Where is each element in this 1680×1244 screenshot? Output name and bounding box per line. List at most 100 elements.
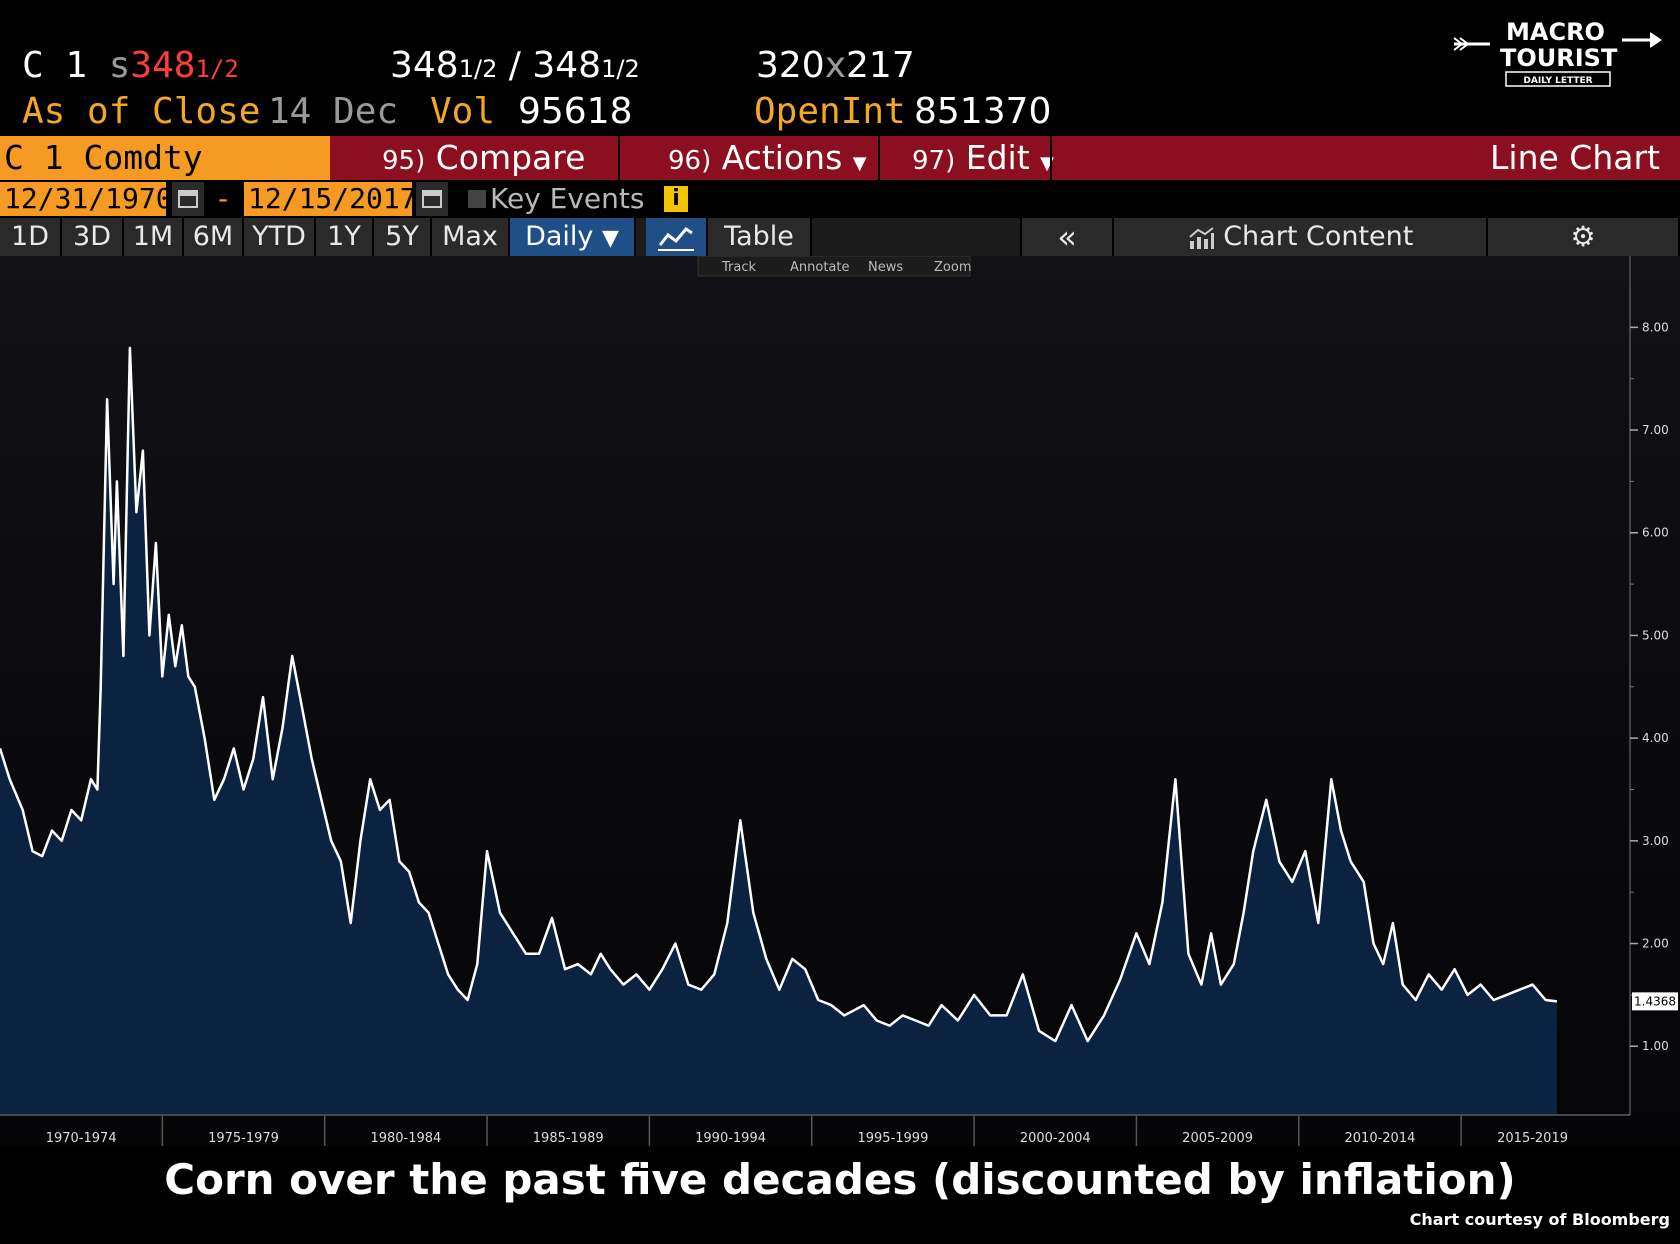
tab-1y[interactable]: 1Y — [316, 218, 374, 256]
actions-label: Actions — [721, 138, 843, 177]
open-interest-value: 851370 — [914, 91, 1052, 132]
line-chart-icon — [658, 226, 694, 251]
as-of-label: As of Close — [22, 91, 261, 132]
tab-spacer — [812, 218, 1022, 256]
start-calendar-icon[interactable] — [172, 182, 204, 216]
y-tick-label: 4.00 — [1642, 731, 1669, 745]
x-axis: 1970-1974 1975-1979 1980-1984 1985-1989 1990… — [0, 1114, 1630, 1148]
price-line — [0, 346, 1558, 1043]
last-price-fraction: 1/2 — [195, 55, 239, 83]
quote-header: C 1 s3481/2 3481/2 / 3481/2 320x217 As o… — [0, 0, 1680, 136]
edit-shortcut: 97) — [912, 146, 956, 176]
chart-credit: Chart courtesy of Bloomberg — [1409, 1210, 1670, 1229]
mini-tool-annotate: Annotate — [790, 260, 849, 275]
y-axis: 1.00 2.00 3.00 4.00 5.00 6.00 7.00 8.00 1.4368 — [1629, 256, 1678, 1115]
tab-6m[interactable]: 6M — [184, 218, 244, 256]
actions-button[interactable]: 96) Actions ▼ — [668, 136, 867, 180]
tab-3d[interactable]: 3D — [62, 218, 124, 256]
chart-content-icon — [1188, 226, 1214, 249]
ticker: C 1 — [22, 45, 88, 86]
chart-mini-toolbar: Track Annotate News Zoom — [697, 255, 971, 277]
mini-tool-track: Track — [721, 260, 756, 275]
macro-tourist-logo: MACRO TOURIST DAILY LETTER — [1450, 10, 1670, 90]
logo-line-3: DAILY LETTER — [1523, 76, 1592, 86]
size-separator: x — [824, 45, 847, 86]
date-range-dash: - — [218, 182, 229, 215]
as-of-date: 14 Dec — [268, 91, 399, 132]
x-tick-label: 1990-1994 — [695, 1131, 766, 1146]
edit-label: Edit — [965, 138, 1030, 177]
bid-ask-size: 320x217 — [756, 46, 915, 86]
volume-value: 95618 — [518, 91, 633, 132]
y-tick-label: 1.00 — [1642, 1039, 1669, 1053]
start-date-input[interactable]: 12/31/1970 — [0, 182, 173, 216]
gear-icon: ⚙ — [1570, 220, 1596, 253]
y-tick-label: 3.00 — [1642, 834, 1669, 848]
security-field[interactable]: C 1 Comdty — [0, 136, 330, 180]
period-tabs: 1D 3D 1M 6M YTD 1Y 5Y Max Daily ▼ Table … — [0, 218, 1680, 256]
logo-line-2: TOURIST — [1500, 44, 1618, 72]
x-tick-label: 1985-1989 — [533, 1131, 604, 1146]
y-tick-label: 7.00 — [1642, 423, 1669, 437]
logo-line-1: MACRO — [1506, 18, 1605, 46]
tab-max[interactable]: Max — [432, 218, 510, 256]
area-layer — [0, 346, 1558, 1114]
tab-1m[interactable]: 1M — [124, 218, 184, 256]
toolbar: C 1 Comdty 95) Compare 96) Actions ▼ 97)… — [0, 136, 1680, 180]
bid-ask: 3481/2 / 3481/2 — [390, 45, 640, 86]
tab-ytd[interactable]: YTD — [244, 218, 316, 256]
actions-shortcut: 96) — [668, 146, 712, 176]
last-price: 348 — [130, 45, 196, 86]
tab-5y[interactable]: 5Y — [374, 218, 432, 256]
frequency-chevron-icon: ▼ — [602, 226, 619, 251]
last-value-box — [1632, 992, 1678, 1011]
compare-button[interactable]: 95) Compare — [382, 136, 585, 180]
bid-size: 320 — [756, 45, 825, 86]
settings-button[interactable]: ⚙ — [1488, 218, 1680, 256]
key-events-checkbox[interactable] — [468, 190, 486, 208]
actions-dropdown-icon: ▼ — [852, 153, 867, 174]
x-tick-label: 2010-2014 — [1345, 1131, 1416, 1146]
mini-tool-zoom: Zoom — [934, 260, 971, 275]
volume-label: Vol — [430, 91, 496, 132]
last-value-label: 1.4368 — [1634, 994, 1676, 1008]
y-tick-label: 5.00 — [1642, 628, 1669, 642]
price-chart: Track Annotate News Zoom 1.00 2.00 3.00 4.00 5.… — [0, 255, 1680, 1148]
info-icon[interactable]: i — [664, 186, 688, 212]
edit-button[interactable]: 97) Edit ▼ — [912, 136, 1054, 180]
end-calendar-icon[interactable] — [416, 182, 448, 216]
ask-fraction: 1/2 — [601, 55, 640, 83]
ticker-line: C 1 s3481/2 — [22, 46, 239, 89]
x-tick-label: 1995-1999 — [857, 1131, 928, 1146]
x-tick-label: 1975-1979 — [208, 1131, 279, 1146]
x-tick-label: 1970-1974 — [46, 1131, 117, 1146]
collapse-icon[interactable]: « — [1022, 218, 1114, 256]
chart-svg: Track Annotate News Zoom 1.00 2.00 3.00 4.00 5.… — [0, 255, 1680, 1148]
price-area — [0, 347, 1557, 1114]
bid-price: 348 — [390, 45, 459, 86]
bid-fraction: 1/2 — [458, 55, 498, 83]
y-tick-label: 2.00 — [1642, 937, 1669, 951]
mini-toolbar-bg — [697, 255, 971, 277]
mini-tool-news: News — [868, 260, 903, 275]
table-view-button[interactable]: Table — [708, 218, 812, 256]
tab-1d[interactable]: 1D — [0, 218, 62, 256]
frequency-dropdown[interactable]: Daily ▼ — [510, 218, 636, 256]
x-tick-label: 2015-2019 — [1497, 1131, 1568, 1146]
x-tick-label: 2000-2004 — [1020, 1131, 1091, 1146]
x-tick-label: 1980-1984 — [370, 1131, 441, 1146]
compare-shortcut: 95) — [382, 146, 426, 176]
y-tick-label: 8.00 — [1642, 320, 1669, 334]
ask-size: 217 — [846, 45, 915, 86]
chart-caption: Corn over the past five decades (discoun… — [164, 1155, 1516, 1204]
line-chart-view-button[interactable] — [646, 218, 708, 256]
x-tick-label: 2005-2009 — [1182, 1131, 1253, 1146]
date-range-row: 12/31/1970 - 12/15/2017 Key Events i — [0, 182, 1680, 216]
chart-content-button[interactable]: Chart Content — [1114, 218, 1488, 256]
last-prefix: s — [108, 45, 131, 86]
chart-type-label[interactable]: Line Chart — [1490, 138, 1660, 177]
y-tick-label: 6.00 — [1642, 526, 1669, 540]
ask-price: 348 — [532, 45, 602, 86]
end-date-input[interactable]: 12/15/2017 — [244, 182, 417, 216]
chart-content-label: Chart Content — [1223, 221, 1414, 252]
